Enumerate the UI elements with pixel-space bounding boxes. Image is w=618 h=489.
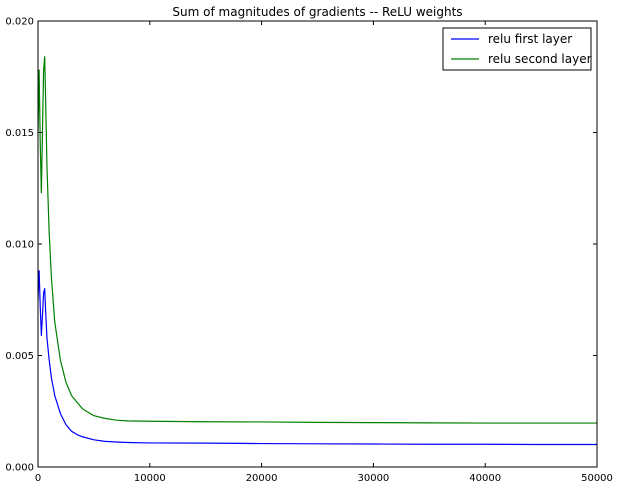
x-tick-label: 40000 xyxy=(469,473,501,484)
series-line-1 xyxy=(37,270,597,446)
legend: relu first layer relu second layer xyxy=(442,27,592,71)
x-tick-label: 20000 xyxy=(246,473,278,484)
x-tick-label: 50000 xyxy=(581,473,613,484)
series-line-2 xyxy=(37,56,597,424)
y-tick-label: 0.000 xyxy=(5,463,34,474)
legend-label-1: relu first layer xyxy=(488,32,572,46)
legend-label-2: relu second layer xyxy=(488,52,592,66)
x-tick-label: 0 xyxy=(35,473,41,484)
plot-frame xyxy=(37,20,598,468)
y-tick-label: 0.005 xyxy=(5,351,34,362)
x-tick-label: 30000 xyxy=(357,473,389,484)
ticks-layer: 0 10000 20000 30000 40000 50000 0.000 0.005 0.01… xyxy=(5,17,613,485)
y-tick-label: 0.015 xyxy=(5,128,34,139)
legend-box xyxy=(442,27,592,71)
x-tick-label: 10000 xyxy=(134,473,166,484)
series-layer xyxy=(37,56,597,446)
chart-title: Sum of magnitudes of gradients -- ReLU w… xyxy=(172,5,462,19)
y-tick-label: 0.010 xyxy=(5,240,34,251)
y-tick-label: 0.020 xyxy=(5,17,34,28)
